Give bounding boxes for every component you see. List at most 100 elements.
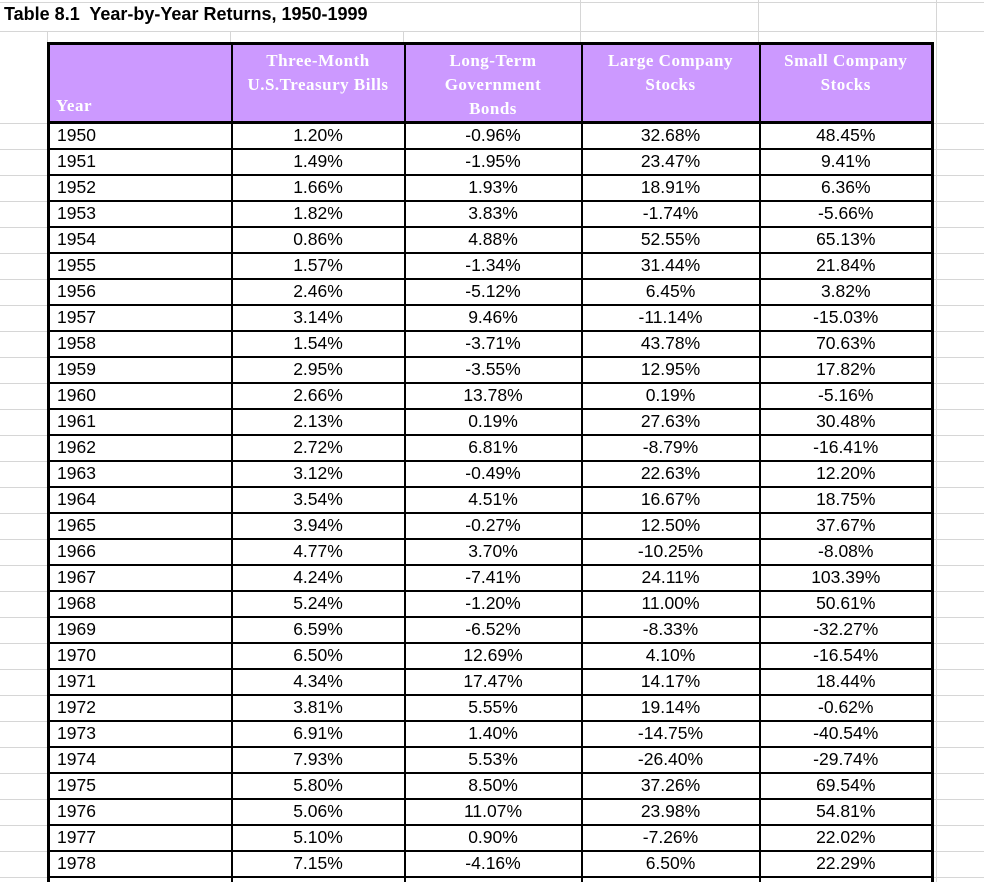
bonds-cell[interactable]: 9.46% [403, 303, 583, 332]
tbills-cell[interactable]: 7.15% [230, 849, 406, 878]
tbills-cell[interactable] [230, 875, 406, 882]
small-stocks-cell[interactable]: 17.82% [758, 355, 934, 384]
tbills-cell[interactable]: 6.91% [230, 719, 406, 748]
year-cell[interactable]: 1959 [47, 355, 233, 384]
bonds-cell[interactable] [403, 875, 583, 882]
small-stocks-cell[interactable]: 9.41% [758, 147, 934, 176]
tbills-cell[interactable]: 2.13% [230, 407, 406, 436]
small-stocks-cell[interactable]: 12.20% [758, 459, 934, 488]
tbills-cell[interactable]: 1.20% [230, 121, 406, 150]
large-stocks-cell[interactable]: -26.40% [580, 745, 761, 774]
small-stocks-cell[interactable]: 65.13% [758, 225, 934, 254]
bonds-cell[interactable]: -0.27% [403, 511, 583, 540]
small-stocks-cell[interactable]: 18.75% [758, 485, 934, 514]
bonds-cell[interactable]: 3.70% [403, 537, 583, 566]
bonds-cell[interactable]: 1.40% [403, 719, 583, 748]
tbills-cell[interactable]: 6.59% [230, 615, 406, 644]
tbills-cell[interactable]: 3.54% [230, 485, 406, 514]
small-stocks-cell[interactable]: 50.61% [758, 589, 934, 618]
year-cell[interactable]: 1978 [47, 849, 233, 878]
large-stocks-cell[interactable]: -11.14% [580, 303, 761, 332]
bonds-cell[interactable]: -3.71% [403, 329, 583, 358]
bonds-cell[interactable]: -0.96% [403, 121, 583, 150]
large-stocks-cell[interactable]: 31.44% [580, 251, 761, 280]
year-cell[interactable]: 1957 [47, 303, 233, 332]
tbills-cell[interactable]: 6.50% [230, 641, 406, 670]
small-stocks-cell[interactable]: -5.66% [758, 199, 934, 228]
large-stocks-cell[interactable]: -7.26% [580, 823, 761, 852]
year-cell[interactable]: 1961 [47, 407, 233, 436]
small-stocks-cell[interactable]: -5.16% [758, 381, 934, 410]
year-cell[interactable]: 1962 [47, 433, 233, 462]
bonds-cell[interactable]: 1.93% [403, 173, 583, 202]
bonds-cell[interactable]: 3.83% [403, 199, 583, 228]
large-stocks-cell[interactable]: 37.26% [580, 771, 761, 800]
bonds-cell[interactable]: -4.16% [403, 849, 583, 878]
large-stocks-cell[interactable]: 18.91% [580, 173, 761, 202]
year-cell[interactable]: 1952 [47, 173, 233, 202]
bonds-cell[interactable]: -6.52% [403, 615, 583, 644]
tbills-cell[interactable]: 3.81% [230, 693, 406, 722]
tbills-cell[interactable]: 0.86% [230, 225, 406, 254]
bonds-cell[interactable]: 4.88% [403, 225, 583, 254]
large-stocks-cell[interactable]: 16.67% [580, 485, 761, 514]
large-stocks-cell[interactable]: 4.10% [580, 641, 761, 670]
small-stocks-cell[interactable]: 22.29% [758, 849, 934, 878]
bonds-cell[interactable]: 12.69% [403, 641, 583, 670]
year-cell[interactable]: 1960 [47, 381, 233, 410]
table-title[interactable]: Table 8.1 Year-by-Year Returns, 1950-199… [4, 4, 368, 24]
tbills-cell[interactable]: 4.24% [230, 563, 406, 592]
large-stocks-cell[interactable]: 22.63% [580, 459, 761, 488]
year-cell[interactable]: 1954 [47, 225, 233, 254]
small-stocks-cell[interactable]: 3.82% [758, 277, 934, 306]
column-header-small-company-stocks[interactable]: Small Company Stocks [758, 42, 934, 124]
tbills-cell[interactable]: 1.54% [230, 329, 406, 358]
small-stocks-cell[interactable]: -0.62% [758, 693, 934, 722]
large-stocks-cell[interactable]: 11.00% [580, 589, 761, 618]
year-cell[interactable]: 1964 [47, 485, 233, 514]
large-stocks-cell[interactable]: 27.63% [580, 407, 761, 436]
tbills-cell[interactable]: 5.80% [230, 771, 406, 800]
column-header-large-company-stocks[interactable]: Large Company Stocks [580, 42, 761, 124]
bonds-cell[interactable]: -1.34% [403, 251, 583, 280]
tbills-cell[interactable]: 4.77% [230, 537, 406, 566]
bonds-cell[interactable]: 5.53% [403, 745, 583, 774]
small-stocks-cell[interactable]: 69.54% [758, 771, 934, 800]
year-cell[interactable]: 1970 [47, 641, 233, 670]
bonds-cell[interactable]: -5.12% [403, 277, 583, 306]
large-stocks-cell[interactable] [580, 875, 761, 882]
year-cell[interactable]: 1963 [47, 459, 233, 488]
tbills-cell[interactable]: 7.93% [230, 745, 406, 774]
large-stocks-cell[interactable]: -14.75% [580, 719, 761, 748]
large-stocks-cell[interactable]: 6.50% [580, 849, 761, 878]
column-header-treasury-bills[interactable]: Three-Month U.S.Treasury Bills [230, 42, 406, 124]
bonds-cell[interactable]: 5.55% [403, 693, 583, 722]
tbills-cell[interactable]: 1.82% [230, 199, 406, 228]
year-cell[interactable]: 1955 [47, 251, 233, 280]
bonds-cell[interactable]: -7.41% [403, 563, 583, 592]
bonds-cell[interactable]: 0.19% [403, 407, 583, 436]
large-stocks-cell[interactable]: 23.47% [580, 147, 761, 176]
bonds-cell[interactable]: -1.20% [403, 589, 583, 618]
year-cell[interactable]: 1977 [47, 823, 233, 852]
tbills-cell[interactable]: 1.49% [230, 147, 406, 176]
tbills-cell[interactable]: 3.12% [230, 459, 406, 488]
tbills-cell[interactable]: 2.66% [230, 381, 406, 410]
year-cell[interactable]: 1972 [47, 693, 233, 722]
year-cell[interactable]: 1975 [47, 771, 233, 800]
small-stocks-cell[interactable] [758, 875, 934, 882]
large-stocks-cell[interactable]: 32.68% [580, 121, 761, 150]
small-stocks-cell[interactable]: 54.81% [758, 797, 934, 826]
bonds-cell[interactable]: 11.07% [403, 797, 583, 826]
year-cell[interactable]: 1968 [47, 589, 233, 618]
large-stocks-cell[interactable]: 0.19% [580, 381, 761, 410]
bonds-cell[interactable]: 0.90% [403, 823, 583, 852]
small-stocks-cell[interactable]: 30.48% [758, 407, 934, 436]
tbills-cell[interactable]: 4.34% [230, 667, 406, 696]
small-stocks-cell[interactable]: -32.27% [758, 615, 934, 644]
small-stocks-cell[interactable]: 6.36% [758, 173, 934, 202]
small-stocks-cell[interactable]: -29.74% [758, 745, 934, 774]
year-cell[interactable]: 1965 [47, 511, 233, 540]
bonds-cell[interactable]: 6.81% [403, 433, 583, 462]
tbills-cell[interactable]: 2.72% [230, 433, 406, 462]
